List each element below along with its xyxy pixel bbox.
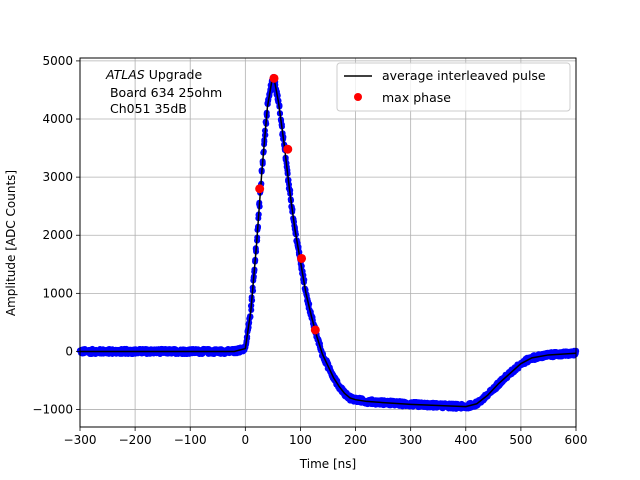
annotation-line-1: ATLAS Upgrade: [105, 67, 202, 82]
y-tick-label: −1000: [32, 403, 73, 417]
x-tick-label: 500: [509, 433, 532, 447]
max-phase-points: [255, 73, 320, 335]
x-tick-label: −200: [119, 433, 152, 447]
average-pulse-line: [80, 76, 577, 408]
y-tick-label: 3000: [42, 170, 73, 184]
annotation-line-2: Board 634 25ohm: [106, 85, 222, 100]
plot-frame: [79, 57, 577, 428]
y-tick-label: 4000: [42, 112, 73, 126]
x-tick-label: 100: [289, 433, 312, 447]
max-phase-point: [255, 184, 265, 194]
annotation-line-3: Ch051 35dB: [106, 101, 187, 116]
max-phase-point: [283, 144, 293, 154]
legend-label-average: average interleaved pulse: [382, 68, 546, 83]
max-phase-point: [269, 73, 279, 83]
legend-box: [336, 62, 571, 112]
x-tick-label: 300: [399, 433, 422, 447]
legend: average interleaved pulse max phase: [336, 62, 571, 112]
x-tick-label: −100: [174, 433, 207, 447]
x-tick-label: 0: [242, 433, 250, 447]
atlas-annotation: ATLAS Upgrade Board 634 25ohm Ch051 35dB: [105, 67, 222, 116]
x-tick-label: 400: [454, 433, 477, 447]
x-axis-label: Time [ns]: [299, 457, 356, 471]
y-tick-label: 5000: [42, 54, 73, 68]
x-axis-ticks: −300 −200 −100 0 100 200 300 400 500 600: [64, 427, 588, 447]
y-axis-ticks: −1000 0 1000 2000 3000 4000 5000: [32, 54, 80, 417]
legend-label-max-phase: max phase: [382, 90, 451, 105]
annotation-upgrade: Upgrade: [145, 67, 203, 82]
x-tick-label: 200: [344, 433, 367, 447]
max-phase-point: [297, 253, 307, 263]
max-phase-point: [310, 325, 320, 335]
x-tick-label: 600: [565, 433, 588, 447]
x-tick-label: −300: [64, 433, 97, 447]
y-axis-label: Amplitude [ADC Counts]: [4, 170, 18, 316]
y-tick-label: 2000: [42, 228, 73, 242]
legend-marker-max-phase: [354, 93, 362, 101]
y-tick-label: 0: [65, 344, 73, 358]
annotation-atlas: ATLAS: [105, 67, 145, 82]
y-tick-label: 1000: [42, 286, 73, 300]
